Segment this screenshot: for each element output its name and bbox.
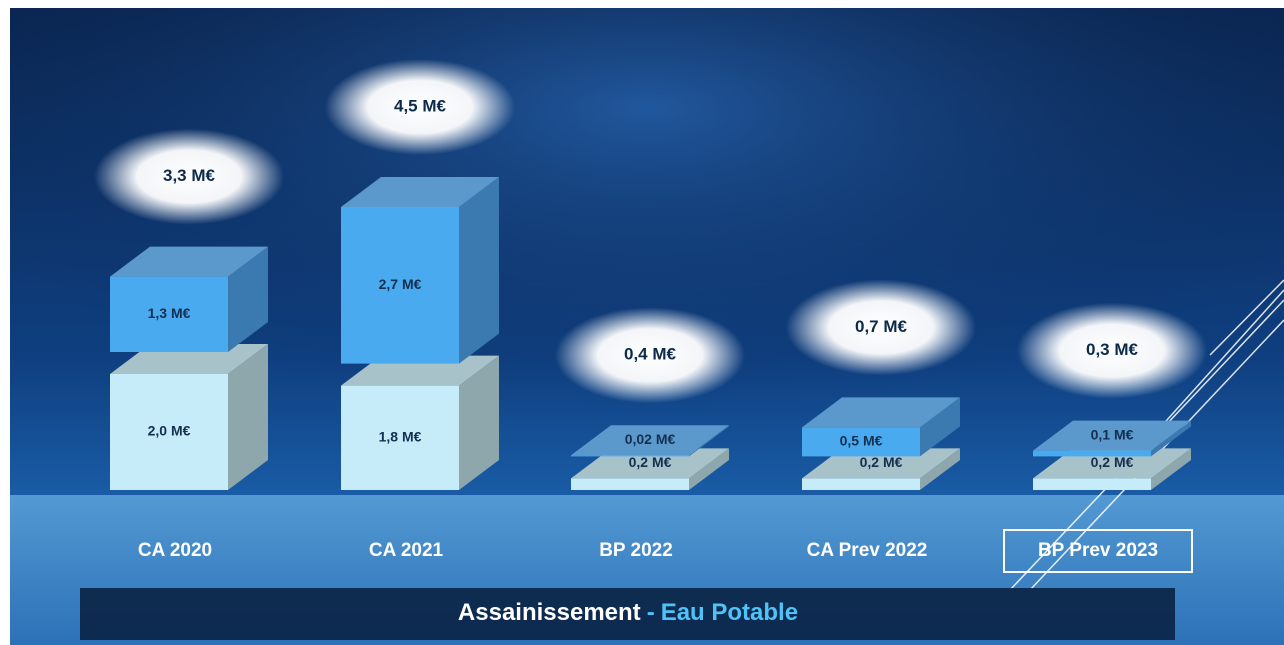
legend-entry: Eau Potable [661,599,798,626]
bar [341,207,459,364]
x-tick-label: BP 2022 [599,540,673,561]
total-glow [1017,302,1207,399]
bar-side [1151,420,1191,457]
data-label: 0,02 M€ [625,431,676,447]
total-glow [94,128,284,225]
bar-side [689,448,729,490]
data-label: 0,1 M€ [1091,426,1134,442]
bar-top [802,397,960,428]
bar [571,455,689,457]
x-tick-label: CA 2021 [369,540,444,561]
x-tick-label: CA 2020 [138,540,212,561]
legend-separator: - [647,599,655,626]
legend-banner [80,588,1175,640]
bar [341,385,459,490]
data-label: 2,0 M€ [148,423,191,439]
bar-side [689,425,729,457]
bar-top [110,246,268,277]
bar-side [228,344,268,490]
bar-top [571,425,729,456]
data-label: 0,2 M€ [1091,454,1134,470]
bar [1033,450,1151,457]
data-label: 0,2 M€ [629,454,672,470]
legend-entry: Assainissement [458,599,641,626]
bar-side [920,448,960,490]
bar-side [1151,448,1191,490]
bar-side [459,177,499,364]
total-label: 0,4 M€ [624,345,677,364]
data-label: 1,8 M€ [379,429,422,445]
data-label: 1,3 M€ [148,305,191,321]
legend: Assainissement - Eau Potable [458,599,798,626]
bar-side [920,397,960,457]
total-label: 4,5 M€ [394,96,447,115]
bar-side [459,355,499,490]
total-label: 0,7 M€ [855,317,908,336]
data-label: 2,7 M€ [379,276,422,292]
data-label: 0,2 M€ [860,454,903,470]
x-tick-label: CA Prev 2022 [807,540,928,561]
total-glow [555,307,745,404]
bar [110,374,228,490]
bar [802,478,920,490]
bar [802,427,920,457]
data-label: 0,5 M€ [840,433,883,449]
bar-side [228,246,268,352]
bar [571,478,689,490]
total-glow [786,279,976,376]
total-glow [325,59,515,155]
bars: 2,0 M€ 1,3 M€ 3,3 M€ CA 2020 1,8 M€ 2,7 M€ 4,5… [94,59,1207,573]
bar [110,276,228,352]
bar-top [1033,420,1191,451]
bar-top [341,177,499,207]
x-tick-label: BP Prev 2023 [1038,540,1158,561]
total-label: 3,3 M€ [163,166,216,185]
bar [1033,478,1151,490]
total-label: 0,3 M€ [1086,340,1139,359]
category-highlight [1003,529,1193,573]
